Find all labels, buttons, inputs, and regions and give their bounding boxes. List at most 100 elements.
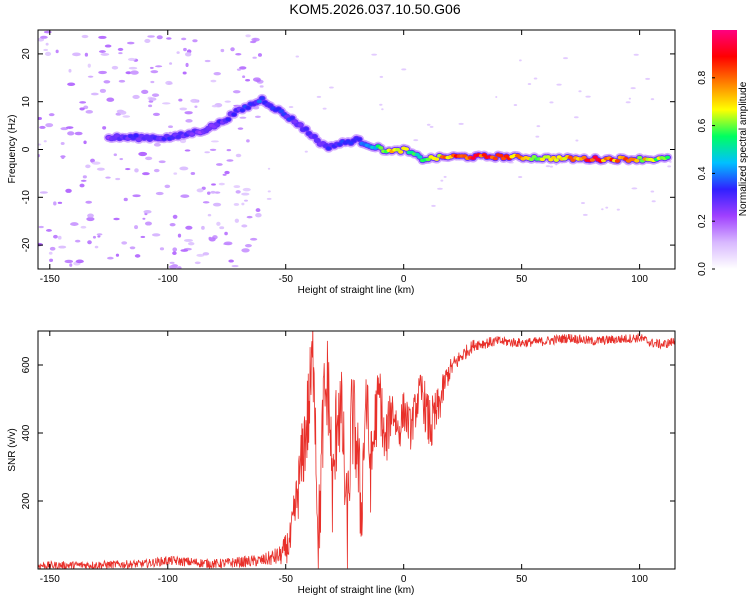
noise-speckle	[188, 242, 195, 246]
ridge-core	[306, 131, 312, 136]
noise-speckle	[97, 235, 101, 238]
noise-speckle	[107, 256, 114, 260]
noise-speckle	[429, 125, 434, 128]
x-tick-label: 0	[401, 274, 407, 285]
ridge-core	[303, 127, 309, 131]
noise-speckle	[80, 225, 87, 229]
noise-speckle	[220, 48, 225, 53]
noise-speckle	[244, 243, 252, 248]
noise-speckle	[210, 190, 216, 194]
noise-speckle	[185, 62, 189, 68]
noise-speckle	[168, 125, 173, 129]
noise-speckle	[630, 87, 636, 90]
noise-speckle	[38, 225, 44, 229]
noise-speckle	[144, 221, 152, 226]
colorbar-tick-label: 0.8	[697, 70, 708, 84]
noise-speckle	[172, 214, 178, 219]
noise-speckle	[211, 183, 216, 186]
noise-speckle	[431, 204, 436, 207]
noise-speckle	[252, 56, 257, 59]
noise-speckle	[202, 201, 210, 204]
ridge-core	[417, 155, 423, 159]
colorbar-label: Normalized spectral amplitude	[738, 81, 749, 216]
noise-speckle	[150, 70, 159, 74]
noise-speckle	[216, 163, 223, 166]
ridge-core	[326, 146, 332, 151]
noise-speckle	[39, 125, 46, 129]
noise-speckle	[169, 261, 175, 264]
noise-speckle	[113, 217, 120, 221]
noise-speckle	[211, 104, 218, 108]
x-tick-label: -50	[278, 274, 293, 285]
ridge-core	[297, 123, 303, 127]
noise-speckle	[651, 200, 656, 203]
noise-speckle	[99, 88, 107, 93]
x-tick-label: 50	[516, 574, 528, 585]
noise-speckle	[158, 160, 166, 164]
ridge-core	[528, 157, 534, 162]
noise-speckle	[179, 107, 188, 111]
noise-speckle	[155, 65, 163, 68]
noise-speckle	[48, 251, 53, 255]
y-tick-label: 20	[21, 48, 32, 60]
x-tick-label: -100	[158, 574, 178, 585]
noise-speckle	[144, 38, 151, 44]
noise-speckle	[96, 233, 103, 236]
noise-speckle	[242, 75, 246, 79]
noise-speckle	[87, 63, 91, 68]
noise-speckle	[113, 153, 117, 157]
noise-speckle	[184, 52, 192, 57]
noise-speckle	[401, 68, 407, 71]
ridge-core	[189, 132, 195, 136]
noise-speckle	[38, 116, 42, 120]
ridge-core	[634, 159, 640, 163]
noise-speckle	[556, 83, 562, 86]
y-tick-label: -20	[21, 237, 32, 252]
noise-speckle	[266, 197, 272, 200]
spectrogram-xlabel: Height of straight line (km)	[298, 285, 415, 296]
x-tick-label: -150	[40, 274, 60, 285]
ridge-core	[403, 147, 409, 151]
noise-speckle	[43, 30, 52, 34]
noise-speckle	[207, 213, 212, 217]
noise-speckle	[601, 208, 604, 211]
ridge-core	[256, 99, 262, 104]
noise-speckle	[190, 172, 196, 175]
noise-speckle	[194, 261, 201, 265]
noise-speckle	[535, 135, 540, 138]
colorbar-tick-label: 0.4	[697, 166, 708, 180]
colorbar-gradient	[712, 30, 737, 269]
noise-speckle	[182, 71, 187, 75]
noise-speckle	[210, 140, 219, 143]
noise-speckle	[645, 77, 651, 80]
noise-speckle	[194, 105, 198, 108]
noise-speckle	[64, 259, 74, 264]
noise-speckle	[40, 35, 48, 39]
noise-speckle	[151, 233, 161, 237]
noise-speckle	[65, 188, 72, 193]
noise-speckle	[213, 71, 221, 76]
noise-speckle	[75, 259, 84, 264]
noise-speckle	[218, 182, 225, 186]
noise-speckle	[58, 245, 67, 249]
noise-speckle	[667, 165, 672, 168]
colorbar: 0.0 0.2 0.4 0.6 0.8 Normalized spectral ampl…	[697, 30, 749, 276]
noise-speckle	[224, 231, 228, 236]
noise-speckle	[148, 97, 157, 101]
noise-speckle	[458, 122, 464, 125]
ridge-core	[114, 134, 120, 138]
noise-speckle	[48, 113, 55, 117]
ridge-core	[289, 116, 295, 120]
noise-speckle	[443, 175, 447, 178]
noise-speckle	[241, 192, 250, 196]
snr-ticks: -150 -100 -50 0 50 100 200 400 600	[21, 331, 675, 585]
noise-speckle	[190, 98, 199, 103]
noise-speckle	[650, 190, 655, 193]
ridge-core	[492, 156, 498, 161]
ridge-core	[214, 122, 220, 127]
ridge-core	[545, 155, 551, 159]
noise-speckle	[128, 66, 138, 70]
noise-speckle	[233, 185, 241, 189]
noise-speckle	[585, 95, 591, 98]
noise-speckle	[304, 150, 308, 153]
